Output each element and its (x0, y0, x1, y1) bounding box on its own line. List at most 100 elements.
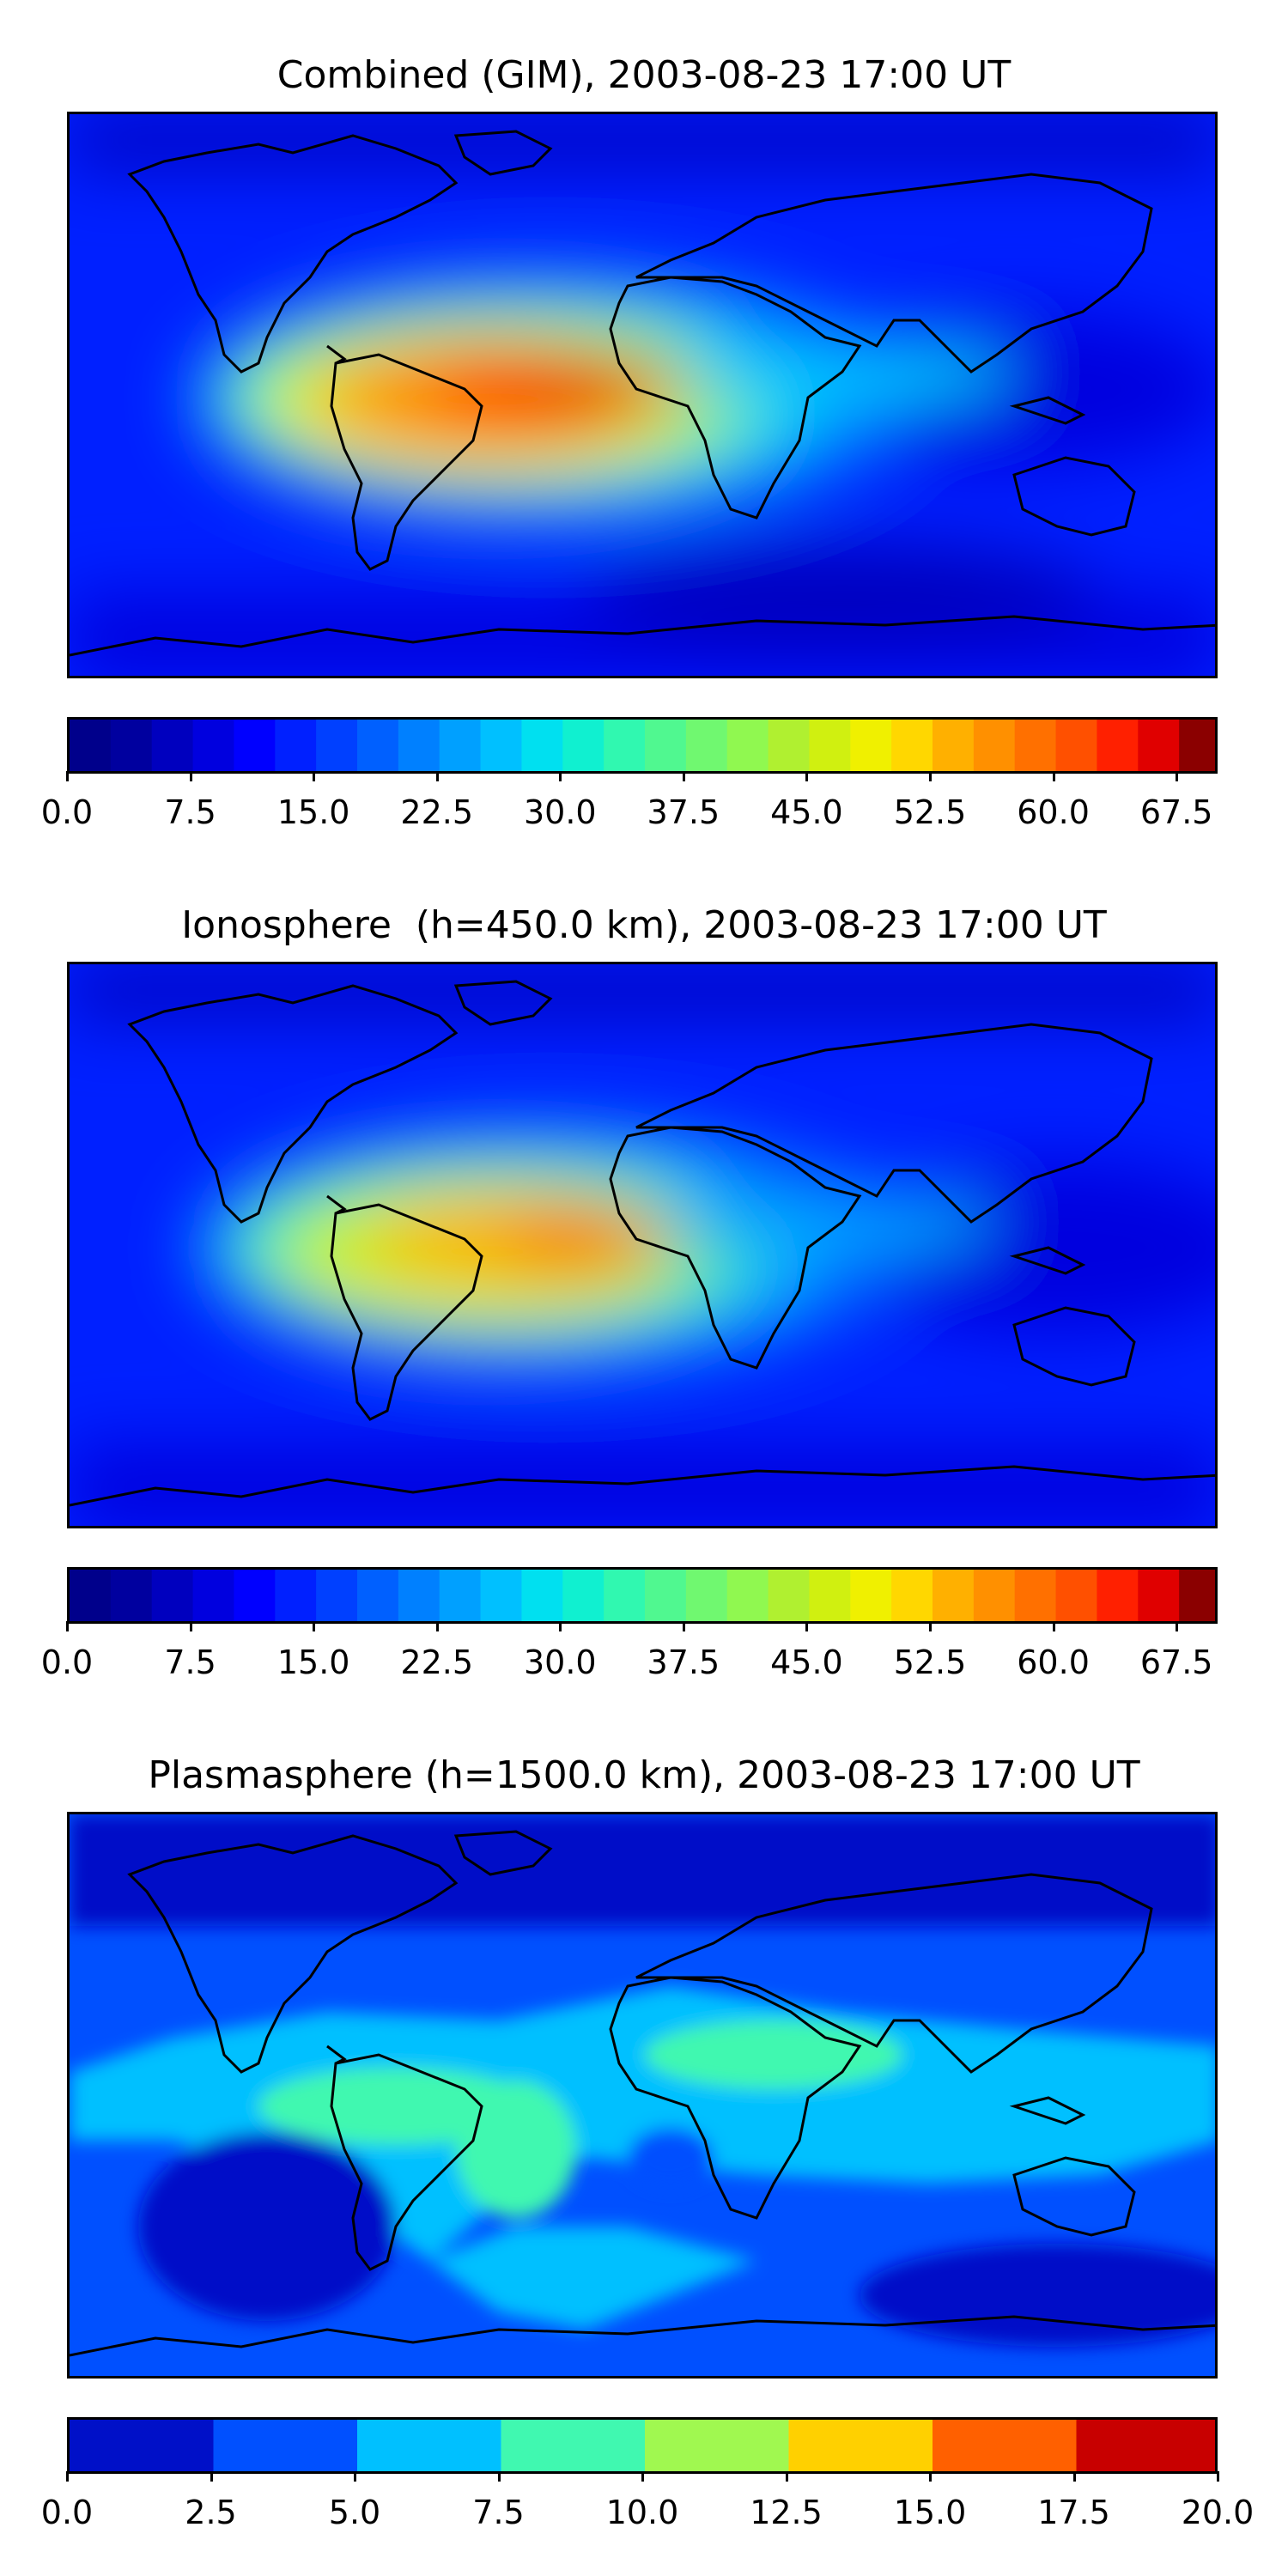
colorbar-swatch (213, 2420, 358, 2471)
colorbar-swatch (357, 720, 399, 771)
colorbar-tick (435, 771, 439, 781)
colorbar-swatch (1179, 720, 1215, 771)
colorbar-tick (682, 771, 685, 781)
colorbar-tick (1052, 771, 1055, 781)
colorbar-tick (1052, 1621, 1055, 1631)
colorbar-tick (641, 2471, 644, 2482)
colorbar-swatch (933, 1570, 975, 1621)
colorbar-swatch (1138, 720, 1180, 771)
colorbar-swatch (1014, 1570, 1057, 1621)
colorbar-tick-label: 37.5 (647, 1643, 720, 1681)
colorbar-swatch (192, 1570, 234, 1621)
colorbar-tick (435, 1621, 439, 1631)
colorbar-swatch (151, 1570, 194, 1621)
panel-title-combined: Combined (GIM), 2003-08-23 17:00 UT (276, 53, 1012, 97)
colorbar-swatch (645, 720, 687, 771)
colorbar-tick (929, 1621, 932, 1631)
colorbar-swatch (1014, 720, 1057, 771)
colorbar-swatch (1138, 1570, 1180, 1621)
colorbar-tick (66, 1621, 69, 1631)
colorbar-tick (1217, 2471, 1219, 2482)
colorbar-swatch (110, 720, 153, 771)
colorbar-swatch (809, 1570, 851, 1621)
map-plasmasphere (67, 1812, 1218, 2379)
colorbar-tick-label: 15.0 (893, 2494, 967, 2531)
colorbar-swatch (234, 720, 276, 771)
colorbar-tick (805, 771, 809, 781)
colorbar-tick-label: 12.5 (750, 2494, 823, 2531)
colorbar-tick-label: 7.5 (164, 1643, 216, 1681)
colorbar-tick (929, 2471, 932, 2482)
colorbar-tick-label: 2.5 (185, 2494, 237, 2531)
colorbar-tick-label: 0.0 (40, 1643, 94, 1681)
colorbar-swatch (521, 720, 563, 771)
colorbar-swatch (891, 720, 933, 771)
colorbar-swatch (850, 1570, 892, 1621)
colorbar-swatch (645, 2420, 789, 2471)
panel-title-plasmasphere: Plasmasphere (h=1500.0 km), 2003-08-23 1… (148, 1753, 1140, 1797)
colorbar-swatch (70, 2420, 214, 2471)
colorbar-tick (1176, 1621, 1179, 1631)
colorbar-swatch (151, 720, 194, 771)
colorbar-plasmasphere-swatches (70, 2420, 1215, 2471)
colorbar-tick-label: 0.0 (40, 2494, 94, 2531)
colorbar-tick-label: 52.5 (893, 793, 967, 831)
colorbar-tick (1176, 771, 1179, 781)
colorbar-tick (189, 771, 192, 781)
colorbar-combined-ticks: 0.0 7.5 15.0 22.5 30.0 37.5 45.0 52.5 60.0 67.5 (41, 771, 1218, 831)
colorbar-tick-label: 67.5 (1139, 1643, 1213, 1681)
colorbar-tick (354, 2471, 356, 2482)
colorbar-tick (929, 771, 932, 781)
colorbar-tick (66, 771, 69, 781)
colorbar-tick-label: 22.5 (400, 793, 474, 831)
colorbar-tick-label: 60.0 (1017, 793, 1090, 831)
colorbar-swatch (110, 1570, 153, 1621)
colorbar-swatch (933, 720, 975, 771)
colorbar-tick-label: 0.0 (40, 793, 94, 831)
colorbar-swatch (891, 1570, 933, 1621)
colorbar-swatch (973, 1570, 1016, 1621)
colorbar-ionosphere-ticks: 0.0 7.5 15.0 22.5 30.0 37.5 45.0 52.5 60.0 67.5 (41, 1621, 1218, 1681)
colorbar-ionosphere (67, 1567, 1218, 1624)
colorbar-swatch (398, 1570, 440, 1621)
colorbar-swatch (357, 1570, 399, 1621)
colorbar-swatch (480, 720, 522, 771)
map-ionosphere (67, 962, 1218, 1528)
colorbar-combined-swatches (70, 720, 1215, 771)
colorbar-swatch (604, 720, 646, 771)
colorbar-tick-label: 15.0 (276, 793, 350, 831)
colorbar-swatch (501, 2420, 646, 2471)
colorbar-swatch (1076, 2420, 1215, 2471)
colorbar-swatch (685, 1570, 728, 1621)
colorbar-tick (210, 2471, 213, 2482)
colorbar-tick (785, 2471, 788, 2482)
colorbar-swatch (1055, 720, 1097, 771)
colorbar-swatch (645, 1570, 687, 1621)
colorbar-swatch (439, 1570, 482, 1621)
colorbar-tick-label: 30.0 (523, 793, 597, 831)
colorbar-tick-label: 45.0 (770, 1643, 843, 1681)
colorbar-swatch (1097, 1570, 1139, 1621)
colorbar-tick-label: 10.0 (605, 2494, 679, 2531)
colorbar-tick-label: 7.5 (164, 793, 216, 831)
colorbar-swatch (70, 720, 112, 771)
colorbar-tick (805, 1621, 809, 1631)
colorbar-swatch (809, 720, 851, 771)
colorbar-ionosphere-swatches (70, 1570, 1215, 1621)
colorbar-plasmasphere-ticks: 0.0 2.5 5.0 7.5 10.0 12.5 15.0 17.5 20.0 (41, 2471, 1254, 2531)
colorbar-tick (559, 771, 562, 781)
colorbar-tick-label: 37.5 (647, 793, 720, 831)
colorbar-swatch (726, 1570, 769, 1621)
colorbar-swatch (562, 720, 605, 771)
colorbar-swatch (480, 1570, 522, 1621)
colorbar-tick-label: 52.5 (893, 1643, 967, 1681)
colorbar-swatch (275, 720, 317, 771)
colorbar-swatch (398, 720, 440, 771)
colorbar-tick (1072, 2471, 1076, 2482)
colorbar-tick-label: 20.0 (1181, 2494, 1255, 2531)
colorbar-swatch (1097, 720, 1139, 771)
colorbar-plasmasphere (67, 2417, 1218, 2474)
colorbar-tick (313, 771, 316, 781)
colorbar-swatch (70, 1570, 112, 1621)
colorbar-swatch (192, 720, 234, 771)
